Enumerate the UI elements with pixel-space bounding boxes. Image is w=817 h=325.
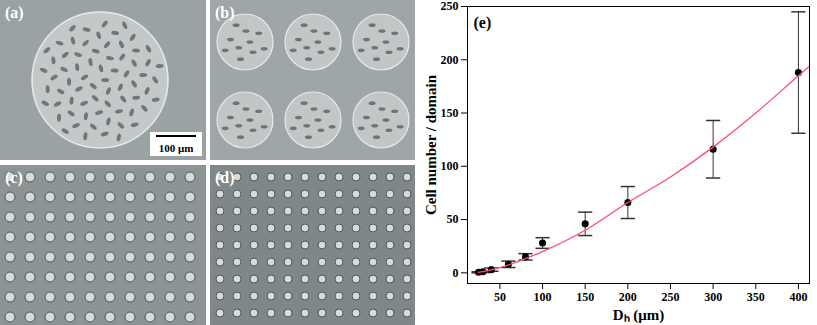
svg-text:250: 250	[661, 290, 679, 304]
svg-text:50: 50	[447, 212, 459, 226]
svg-text:(b): (b)	[215, 4, 235, 22]
svg-text:100: 100	[534, 290, 552, 304]
svg-text:(d): (d)	[215, 169, 235, 187]
svg-text:100: 100	[441, 159, 459, 173]
svg-text:400: 400	[789, 290, 807, 304]
svg-text:200: 200	[441, 53, 459, 67]
svg-text:(a): (a)	[5, 4, 24, 22]
svg-text:100 μm: 100 μm	[159, 142, 194, 154]
svg-text:150: 150	[441, 106, 459, 120]
svg-text:(e): (e)	[474, 14, 492, 32]
svg-text:200: 200	[619, 290, 637, 304]
svg-text:0: 0	[453, 266, 459, 280]
svg-text:(c): (c)	[5, 169, 23, 187]
svg-text:350: 350	[747, 290, 765, 304]
svg-text:150: 150	[576, 290, 594, 304]
svg-text:300: 300	[704, 290, 722, 304]
svg-text:Cell number / domain: Cell number / domain	[423, 74, 439, 215]
svg-text:Dₕ (μm): Dₕ (μm)	[613, 307, 665, 324]
svg-text:50: 50	[494, 290, 506, 304]
svg-text:250: 250	[441, 0, 459, 13]
